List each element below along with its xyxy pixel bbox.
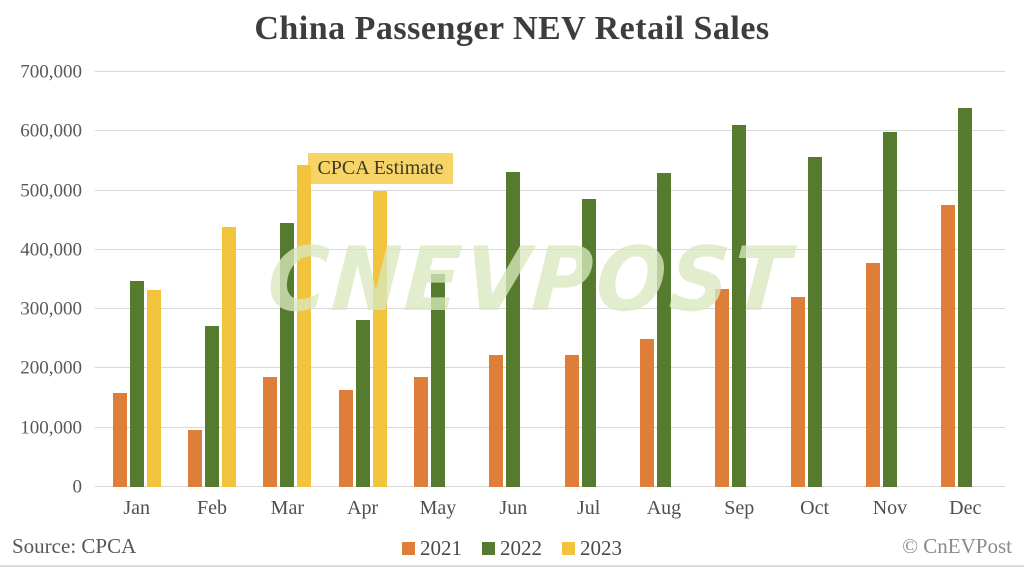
bar-group-mar bbox=[250, 72, 325, 487]
x-axis: Jan Feb Mar Apr May Jun Jul Aug Sep Oct Nov Dec bbox=[99, 497, 1003, 520]
bar-2023-apr bbox=[372, 190, 387, 487]
gridline bbox=[95, 248, 1005, 250]
bar-2023-jan bbox=[146, 290, 161, 487]
bar-2023-feb bbox=[221, 226, 236, 487]
bar-2022-sep bbox=[732, 124, 747, 487]
x-tick-label-oct: Oct bbox=[800, 497, 830, 519]
bar-2021-mar bbox=[263, 377, 278, 487]
bar-group-dec bbox=[928, 72, 1003, 487]
y-tick-label: 100,000 bbox=[20, 417, 82, 439]
x-tick-label-may: May bbox=[419, 497, 457, 519]
gridline bbox=[95, 367, 1005, 369]
gridline bbox=[95, 189, 1005, 191]
legend-swatch-2022 bbox=[482, 542, 495, 555]
copyright-label: © CnEVPost bbox=[902, 534, 1012, 558]
bar-2022-may bbox=[430, 273, 445, 487]
bar-group-jul bbox=[551, 72, 626, 487]
y-tick-label: 400,000 bbox=[20, 239, 82, 261]
bar-group-jan bbox=[99, 72, 174, 487]
bar-2022-jan bbox=[129, 281, 144, 487]
legend: 2021 2022 2023 bbox=[0, 538, 1024, 559]
bar-2023-mar bbox=[297, 165, 312, 487]
bar-2022-aug bbox=[656, 172, 671, 487]
bar-group-nov bbox=[852, 72, 927, 487]
y-axis: 0 100,000 200,000 300,000 400,000 500,000 600,… bbox=[0, 63, 85, 497]
x-tick-label-jun: Jun bbox=[499, 497, 528, 519]
bar-group-apr bbox=[325, 72, 400, 487]
x-tick-label-mar: Mar bbox=[270, 497, 304, 519]
bar-2021-apr bbox=[338, 390, 353, 487]
bar-group-feb bbox=[174, 72, 249, 487]
legend-item-2023: 2023 bbox=[562, 538, 622, 559]
bar-group-aug bbox=[626, 72, 701, 487]
bar-group-jun bbox=[476, 72, 551, 487]
bar-2021-jul bbox=[564, 355, 579, 487]
x-tick-label-feb: Feb bbox=[196, 497, 227, 519]
bar-group-may bbox=[400, 72, 475, 487]
bar-2022-oct bbox=[807, 157, 822, 487]
bar-2021-dec bbox=[941, 205, 956, 487]
bar-2021-aug bbox=[639, 338, 654, 487]
bar-2021-jan bbox=[112, 393, 127, 487]
y-tick-label: 300,000 bbox=[20, 298, 82, 320]
gridline bbox=[95, 426, 1005, 428]
x-tick-label-jul: Jul bbox=[576, 497, 601, 519]
legend-item-2021: 2021 bbox=[402, 538, 462, 559]
gridline bbox=[95, 308, 1005, 310]
bar-2022-dec bbox=[958, 107, 973, 487]
bar-2021-sep bbox=[715, 289, 730, 487]
bar-2021-oct bbox=[790, 296, 805, 487]
legend-label-2022: 2022 bbox=[500, 536, 542, 560]
x-tick-label-nov: Nov bbox=[872, 497, 908, 519]
legend-label-2021: 2021 bbox=[420, 536, 462, 560]
y-tick-label: 0 bbox=[72, 476, 83, 498]
x-tick-label-apr: Apr bbox=[347, 497, 379, 519]
bar-2022-mar bbox=[280, 223, 295, 487]
legend-item-2022: 2022 bbox=[482, 538, 542, 559]
cpca-estimate-label: CPCA Estimate bbox=[308, 153, 453, 184]
gridline bbox=[95, 486, 1005, 487]
x-tick-label-aug: Aug bbox=[646, 497, 682, 519]
legend-swatch-2021 bbox=[402, 542, 415, 555]
legend-label-2023: 2023 bbox=[580, 536, 622, 560]
bar-2021-nov bbox=[865, 262, 880, 487]
x-tick-label-sep: Sep bbox=[724, 497, 755, 519]
bar-groups bbox=[99, 72, 1003, 487]
gridline bbox=[95, 71, 1005, 72]
gridline bbox=[95, 130, 1005, 132]
bar-2022-feb bbox=[204, 325, 219, 487]
bar-2022-apr bbox=[355, 319, 370, 487]
bar-group-oct bbox=[777, 72, 852, 487]
bar-2021-may bbox=[413, 377, 428, 487]
bar-2022-nov bbox=[882, 132, 897, 487]
y-tick-label: 700,000 bbox=[20, 61, 82, 83]
bar-2022-jul bbox=[581, 198, 596, 487]
bar-2021-jun bbox=[489, 354, 504, 487]
chart-title: China Passenger NEV Retail Sales bbox=[254, 10, 770, 47]
bar-2021-feb bbox=[187, 429, 202, 487]
legend-swatch-2023 bbox=[562, 542, 575, 555]
y-tick-label: 600,000 bbox=[20, 120, 82, 142]
x-tick-label-jan: Jan bbox=[123, 497, 150, 519]
y-tick-label: 200,000 bbox=[20, 357, 82, 379]
source-label: Source: CPCA bbox=[12, 534, 137, 558]
x-tick-label-dec: Dec bbox=[949, 497, 982, 519]
bar-group-sep bbox=[702, 72, 777, 487]
y-tick-label: 500,000 bbox=[20, 180, 82, 202]
bar-2022-jun bbox=[506, 171, 521, 487]
plot-area: CPCA Estimate bbox=[95, 71, 1005, 487]
